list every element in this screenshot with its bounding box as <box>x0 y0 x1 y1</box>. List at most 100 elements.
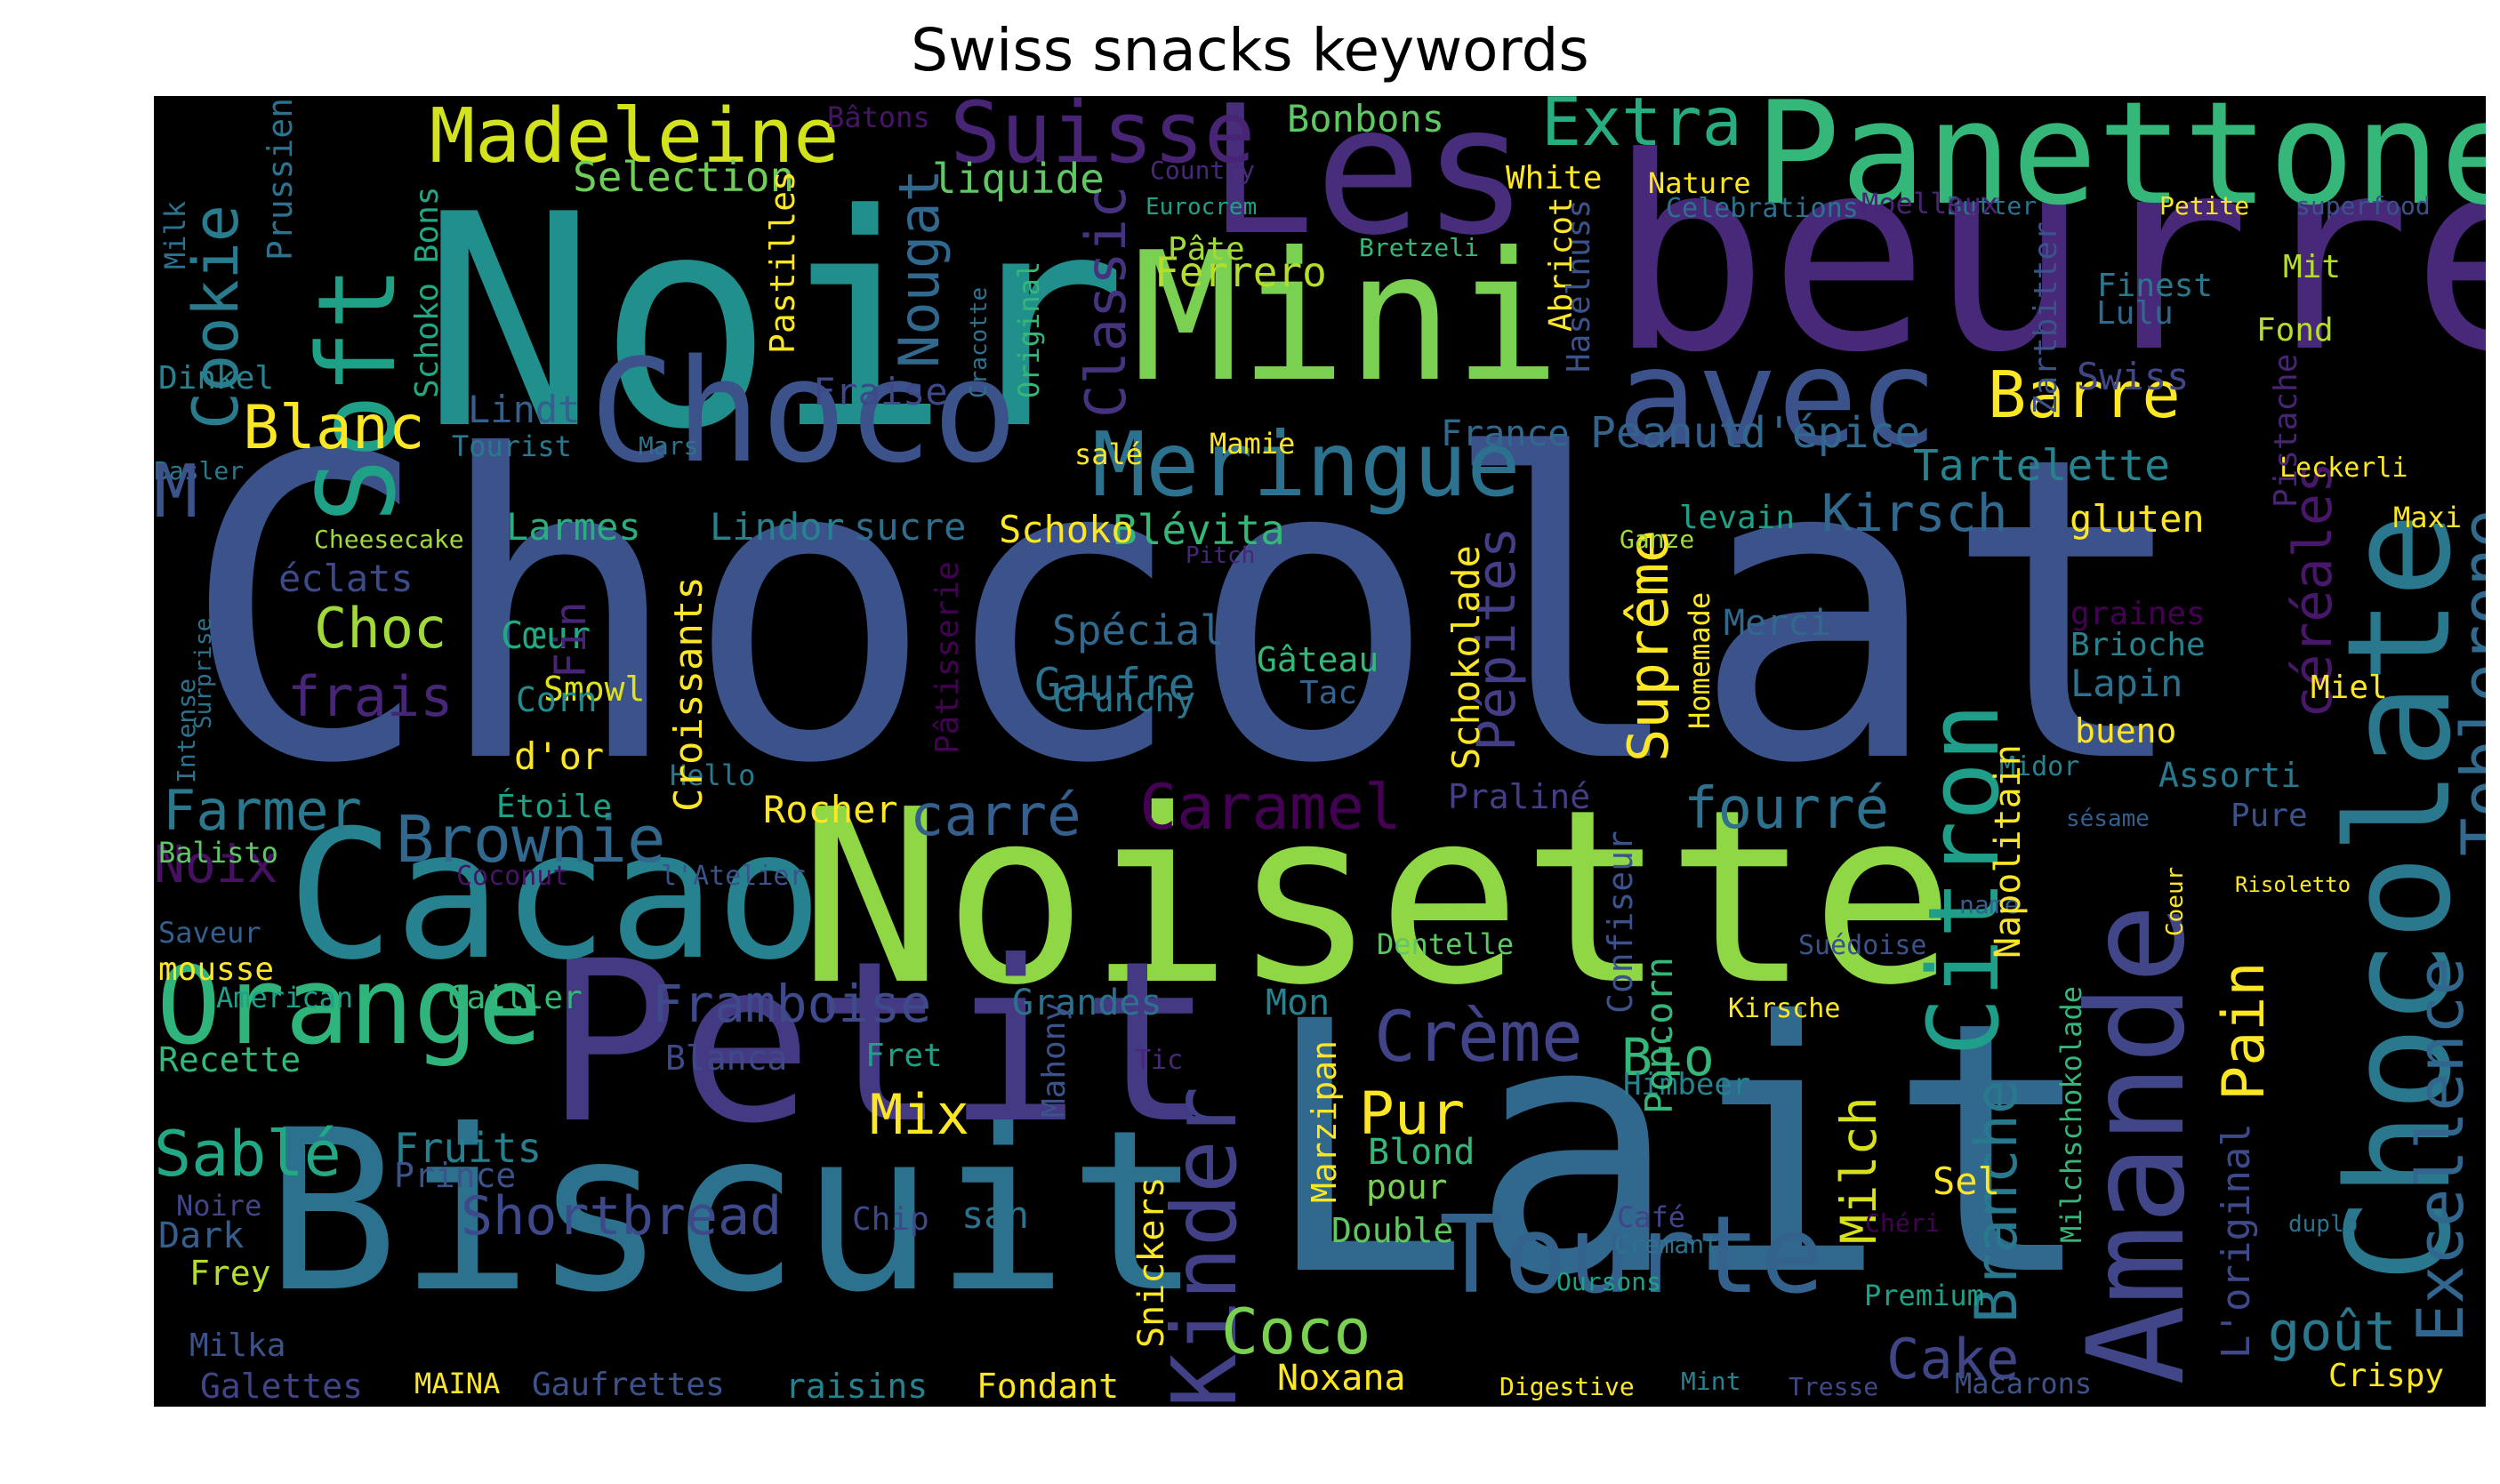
word-eclats: éclats <box>278 557 414 600</box>
word-tic: Tic <box>1135 1045 1184 1076</box>
word-pistache: Pistache <box>2268 353 2304 508</box>
word-tresse: Tresse <box>1789 1372 1879 1401</box>
word-bretzeli: Bretzeli <box>1359 233 1479 262</box>
word-biscuit: Biscuit <box>265 1082 1202 1341</box>
word-liquide: liquide <box>932 155 1105 203</box>
word-brownie: Brownie <box>396 802 666 877</box>
word-saveur: Saveur <box>158 916 261 950</box>
word-brioche: Brioche <box>2070 627 2206 663</box>
word-double: Double <box>1331 1211 1454 1250</box>
word-cacao: Cacao <box>287 792 824 999</box>
word-dark: Dark <box>158 1215 245 1256</box>
word-gaufrettes: Gaufrettes <box>532 1367 725 1403</box>
word-gluten: gluten <box>2070 497 2205 541</box>
word-original: Original <box>1012 261 1046 398</box>
word-fourre: fourré <box>1684 776 1890 842</box>
word-pur: Pur <box>1359 1079 1466 1148</box>
word-lapin: Lapin <box>2070 662 2183 705</box>
word-pure: Pure <box>2231 798 2308 834</box>
word-surprise: Surprise <box>190 617 217 729</box>
word-cafe: Café <box>1617 1200 1686 1234</box>
word-choco: Choco <box>590 328 1018 494</box>
word-barre: Barre <box>1988 357 2181 432</box>
word-caramel: Caramel <box>1139 771 1403 844</box>
word-pitch: Pitch <box>1186 542 1256 569</box>
word-special: Spécial <box>1052 606 1225 654</box>
word-risoletto: Risoletto <box>2235 872 2351 897</box>
word-leckerli: Leckerli <box>2279 453 2408 484</box>
word-frey: Frey <box>189 1254 271 1293</box>
word-mon: Mon <box>1266 983 1330 1023</box>
word-larmes: Larmes <box>506 505 641 549</box>
word-noire: Noire <box>176 1189 262 1223</box>
word-panettone: Panettone <box>1755 96 2486 237</box>
word-suedoise: Suédoise <box>1798 930 1927 961</box>
word-sel: Sel <box>1933 1159 2000 1203</box>
word-cheri: Chéri <box>1865 1208 1941 1238</box>
word-lindor: Lindor <box>710 505 845 549</box>
word-sucre: sucre <box>854 505 967 549</box>
word-mit: Mit <box>2283 249 2342 285</box>
word-madeleine: Madeleine <box>430 96 840 180</box>
word-confiseur: Confiseur <box>1601 830 1640 1014</box>
word-c-ur: Cœur <box>501 614 591 657</box>
word-avec: avec <box>1617 321 1939 476</box>
word-mix: Mix <box>870 1082 969 1147</box>
word-pastilles: Pastilles <box>763 171 802 354</box>
word-sesame: sésame <box>2066 806 2150 832</box>
word-kirsche: Kirsche <box>1728 993 1841 1024</box>
word-amande: Amande <box>2060 903 2215 1385</box>
word-pain: Pain <box>2211 961 2278 1101</box>
word-milk: Milk <box>158 200 192 269</box>
word-blanca: Blanca <box>665 1039 788 1078</box>
word-cake: Cake <box>1886 1327 2020 1392</box>
word-dentelle: Dentelle <box>1377 927 1515 961</box>
word-tartelette: Tartelette <box>1913 441 2170 491</box>
word-cailler: Cailler <box>447 980 583 1016</box>
word-oursons: Oursons <box>1556 1267 1662 1296</box>
word-ganze: Ganze <box>1620 525 1695 554</box>
word-carre: carré <box>910 783 1081 849</box>
word-name: name <box>1959 890 2020 919</box>
word-haselnuss: Haselnuss <box>1561 198 1597 373</box>
word-fruits: Fruits <box>394 1124 543 1172</box>
word-schoko: Schoko <box>999 508 1134 551</box>
word-orange: Orange <box>157 945 543 1069</box>
word-rocher: Rocher <box>763 788 898 831</box>
word-supreme: Suprême <box>1616 529 1681 762</box>
word-petit: Petit <box>545 913 1215 1172</box>
word-fraise: Fraise <box>813 370 948 413</box>
word-d-epice: d'épice <box>1740 408 1921 458</box>
word-mousse: mousse <box>158 951 275 988</box>
word-etoile: Étoile <box>496 789 613 825</box>
word-lindt: Lindt <box>468 388 581 431</box>
word-fondant: Fondant <box>977 1367 1120 1406</box>
word-maina: MAINA <box>414 1367 501 1400</box>
word-m: M <box>154 450 198 534</box>
word-framboise: Framboise <box>652 974 932 1034</box>
word-meringue: Meringue <box>1092 413 1521 517</box>
word-praline: Praliné <box>1448 777 1591 816</box>
word-l-atelier: l'Atelier <box>661 861 806 892</box>
word-popcorn: Popcorn <box>1637 956 1681 1114</box>
word-nature: Nature <box>1648 166 1751 200</box>
word-swiss: Swiss <box>2077 355 2190 398</box>
word-bueno: bueno <box>2075 711 2177 750</box>
word-levain: levain <box>1679 500 1796 536</box>
word-celebrations: Celebrations <box>1666 193 1859 224</box>
word-pour: pour <box>1366 1167 1448 1207</box>
word-fret: Fret <box>865 1038 943 1074</box>
word-superfood: superfood <box>2295 191 2431 221</box>
word-prince: Prince <box>394 1156 517 1195</box>
word-napolitain: Napolitain <box>1988 744 2029 959</box>
word-digestive: Digestive <box>1499 1372 1635 1401</box>
word-fin: Fin <box>546 601 596 678</box>
word-crispy: Crispy <box>2328 1358 2445 1394</box>
word-pate: Pâte <box>1168 231 1245 268</box>
word-ferrero: Ferrero <box>1154 248 1327 296</box>
word-butter: Butter <box>1947 191 2038 221</box>
word-frais: frais <box>287 664 454 729</box>
word-balisto: Balisto <box>158 836 278 870</box>
word-extra: Extra <box>1541 96 1742 161</box>
word-finest: Finest <box>2097 268 2214 304</box>
